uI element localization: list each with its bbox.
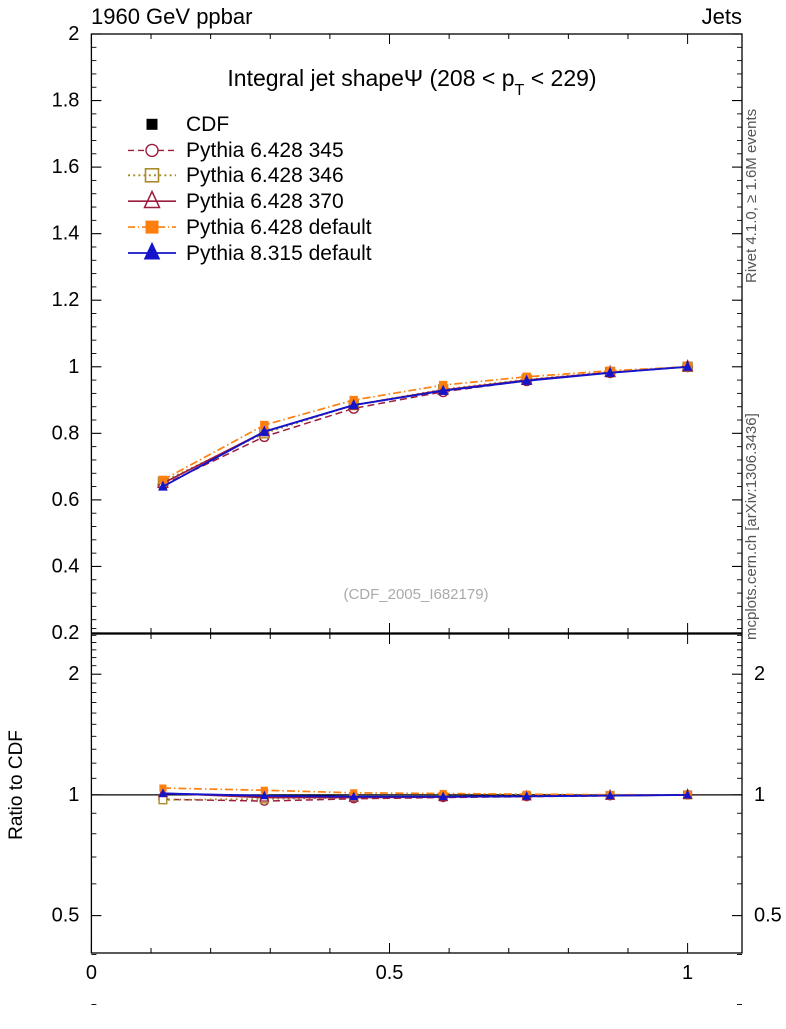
svg-text:1: 1 (68, 356, 79, 378)
svg-text:Pythia 8.315 default: Pythia 8.315 default (186, 242, 372, 265)
svg-text:Pythia 6.428 345: Pythia 6.428 345 (186, 139, 344, 162)
svg-text:mcplots.cern.ch [arXiv:1306.34: mcplots.cern.ch [arXiv:1306.3436] (743, 413, 760, 640)
svg-text:0.4: 0.4 (52, 555, 80, 577)
svg-text:Pythia 6.428 346: Pythia 6.428 346 (186, 164, 344, 187)
svg-text:2: 2 (68, 663, 79, 685)
svg-text:0.5: 0.5 (376, 962, 404, 984)
svg-text:0.2: 0.2 (52, 622, 80, 644)
svg-text:Ratio to CDF: Ratio to CDF (6, 730, 27, 840)
svg-text:0.8: 0.8 (52, 422, 80, 444)
svg-text:1960 GeV ppbar: 1960 GeV ppbar (91, 4, 252, 29)
svg-text:0.5: 0.5 (52, 905, 80, 927)
svg-text:1: 1 (68, 784, 79, 806)
svg-text:0.5: 0.5 (754, 905, 782, 927)
svg-text:1.2: 1.2 (52, 289, 80, 311)
svg-text:1: 1 (754, 784, 765, 806)
svg-text:Pythia 6.428 370: Pythia 6.428 370 (186, 190, 344, 213)
svg-text:1: 1 (682, 962, 693, 984)
svg-text:2: 2 (68, 23, 79, 45)
svg-text:Pythia 6.428 default: Pythia 6.428 default (186, 216, 372, 239)
svg-text:1.8: 1.8 (52, 90, 80, 112)
svg-text:Jets: Jets (702, 4, 742, 29)
svg-text:0: 0 (86, 962, 97, 984)
svg-text:CDF: CDF (186, 113, 229, 136)
svg-text:2: 2 (754, 663, 765, 685)
svg-text:(CDF_2005_I682179): (CDF_2005_I682179) (343, 586, 488, 603)
svg-text:0.6: 0.6 (52, 489, 80, 511)
svg-text:1.4: 1.4 (52, 223, 80, 245)
svg-text:Rivet 4.1.0, ≥ 1.6M events: Rivet 4.1.0, ≥ 1.6M events (743, 109, 760, 283)
svg-text:1.6: 1.6 (52, 156, 80, 178)
